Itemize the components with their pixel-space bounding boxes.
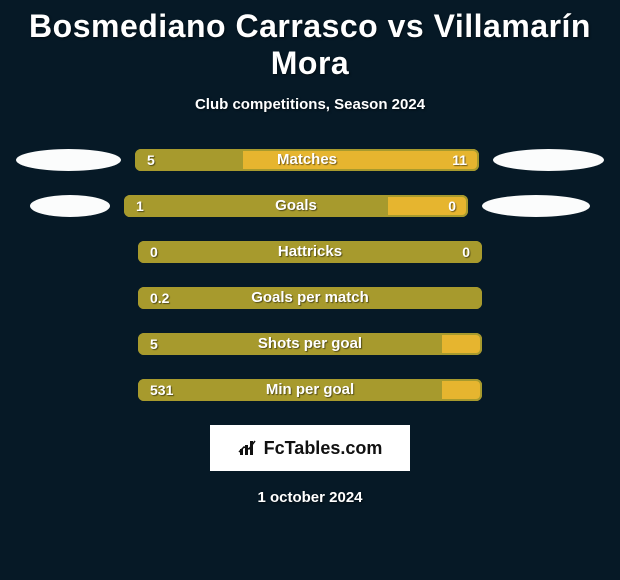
avatar-spacer [496, 379, 601, 401]
bar-fill-left [138, 333, 442, 355]
player1-avatar [30, 195, 110, 217]
bar-fill-left [124, 195, 388, 217]
stat-bar: 0.2Goals per match [138, 287, 482, 309]
stat-value-left: 0.2 [150, 287, 169, 309]
stat-row: 511Matches [0, 149, 620, 171]
stat-value-right: 11 [452, 149, 467, 171]
avatar-spacer [19, 333, 124, 355]
stat-bar: 10Goals [124, 195, 468, 217]
bar-fill-right [442, 379, 482, 401]
stat-bar: 5Shots per goal [138, 333, 482, 355]
stat-bar: 00Hattricks [138, 241, 482, 263]
bar-fill-left [138, 379, 442, 401]
chart-icon [238, 439, 260, 457]
avatar-spacer [19, 241, 124, 263]
avatar-spacer [496, 241, 601, 263]
player2-avatar [493, 149, 604, 171]
bar-track: 00Hattricks [138, 241, 482, 263]
avatar-spacer [19, 379, 124, 401]
bar-fill-right [243, 149, 480, 171]
bar-fill-left [138, 287, 482, 309]
logo-text: FcTables.com [264, 438, 383, 459]
stat-bar: 531Min per goal [138, 379, 482, 401]
logo: FcTables.com [238, 438, 383, 459]
stat-value-left: 1 [136, 195, 144, 217]
stat-value-right: 0 [448, 195, 456, 217]
player2-avatar [482, 195, 590, 217]
bar-fill-left [138, 241, 482, 263]
stat-bar: 511Matches [135, 149, 479, 171]
stat-row: 00Hattricks [0, 241, 620, 263]
stat-value-left: 0 [150, 241, 158, 263]
comparison-chart: 511Matches10Goals00Hattricks0.2Goals per… [0, 149, 620, 401]
stat-row: 0.2Goals per match [0, 287, 620, 309]
stat-value-left: 5 [150, 333, 158, 355]
bar-track: 10Goals [124, 195, 468, 217]
stat-row: 531Min per goal [0, 379, 620, 401]
player1-avatar [16, 149, 121, 171]
stat-value-left: 5 [147, 149, 155, 171]
avatar-spacer [496, 287, 601, 309]
subtitle: Club competitions, Season 2024 [0, 96, 620, 113]
stat-value-left: 531 [150, 379, 173, 401]
bar-fill-right [442, 333, 482, 355]
stat-value-right: 0 [462, 241, 470, 263]
bar-track: 5Shots per goal [138, 333, 482, 355]
stat-row: 5Shots per goal [0, 333, 620, 355]
bar-track: 511Matches [135, 149, 479, 171]
stat-row: 10Goals [0, 195, 620, 217]
date: 1 october 2024 [0, 489, 620, 506]
bar-track: 0.2Goals per match [138, 287, 482, 309]
avatar-spacer [496, 333, 601, 355]
avatar-spacer [19, 287, 124, 309]
bar-track: 531Min per goal [138, 379, 482, 401]
logo-box: FcTables.com [210, 425, 410, 471]
page-title: Bosmediano Carrasco vs Villamarín Mora [0, 0, 620, 82]
